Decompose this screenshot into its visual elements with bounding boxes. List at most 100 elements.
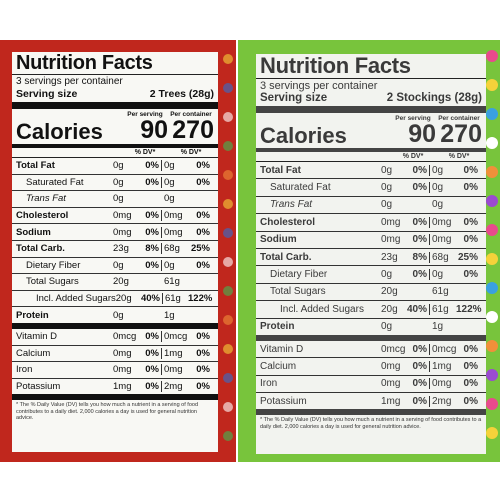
amount-per-serving: 0mg [113,210,132,222]
dv-per-serving: 0% [137,226,162,238]
amount-per-container: 1g [164,309,175,321]
amount-per-container: 0mcg [164,331,188,343]
nutrient-row: Total Fat 0g 0% 0g 0% [12,158,218,175]
amount-per-serving: 23g [381,251,398,263]
candy-decoration [486,398,498,410]
column-headers: Per serving Per container [12,109,218,118]
amount-per-container: 1mg [432,360,452,372]
dv-per-container: 0% [463,269,478,281]
serving-size-label: Serving size [16,88,78,100]
nutrient-name: Potassium [16,381,61,393]
nutrient-name: Potassium [260,395,307,407]
nutrient-name: Total Sugars [270,286,326,298]
amount-per-serving: 0mg [113,364,132,376]
nutrient-row: Saturated Fat 0g 0% 0g 0% [256,179,486,197]
dv-per-serving: 0% [137,381,162,393]
footnote: * The % Daily Value (DV) tells you how m… [260,417,482,430]
candy-decoration [223,315,233,325]
dv-per-serving: 0% [405,378,430,390]
amount-per-serving: 0g [113,193,124,205]
left-package-photo: Nutrition Facts 3 servings per container S… [0,40,236,462]
dv-header-container: % DV* [180,149,202,156]
nutrient-name: Total Carb. [16,243,65,255]
amount-per-serving: 0mcg [381,343,406,355]
amount-per-serving: 0g [113,259,124,271]
nutrition-label-stockings: Nutrition Facts 3 servings per container S… [256,54,486,454]
nutrient-row: Dietary Fiber 0g 0% 0g 0% [256,266,486,284]
amount-per-container: 0g [164,259,175,271]
nutrient-name: Total Fat [260,164,301,176]
nutrient-row: Total Carb. 23g 8% 68g 25% [256,249,486,267]
dv-per-serving: 0% [137,259,162,271]
dv-per-container: 0% [463,234,478,246]
dv-per-container: 0% [196,226,210,238]
amount-per-container: 0mg [432,216,452,228]
candy-decoration [486,282,498,294]
per-serving-header: Per serving [395,115,431,122]
amount-per-container: 2mg [164,381,183,393]
nutrient-name: Calcium [16,347,51,359]
candy-decoration [223,344,233,354]
nutrient-row: Vitamin D 0mcg 0% 0mcg 0% [12,329,218,346]
nutrient-name: Cholesterol [260,216,316,228]
nutrient-name: Total Sugars [26,276,79,288]
nutrient-row: Protein 0g 1g [256,319,486,341]
serving-size-value: 2 Stockings (28g) [386,92,482,104]
amount-per-container: 0g [432,269,444,281]
dv-per-container: 0% [463,395,478,407]
candy-decoration [223,112,233,122]
amount-per-container: 0mg [164,226,183,238]
candy-decoration [223,286,233,296]
candy-decoration [223,228,233,238]
dv-per-serving: 40% [405,303,430,315]
dv-per-container: 25% [190,243,210,255]
nutrient-name: Total Carb. [260,251,312,263]
nutrient-name: Vitamin D [260,343,304,355]
amount-per-serving: 0g [381,199,393,211]
nutrient-row: Total Sugars 20g 61g [256,284,486,302]
nutrient-name: Iron [260,378,278,390]
amount-per-serving: 0mg [381,360,401,372]
dv-per-serving: 0% [137,364,162,376]
dv-per-serving: 0% [137,331,162,343]
nutrition-label-trees: Nutrition Facts 3 servings per container S… [12,52,218,452]
amount-per-serving: 1mg [381,395,401,407]
nutrient-row: Dietary Fiber 0g 0% 0g 0% [12,258,218,275]
dv-per-serving: 0% [405,360,430,372]
nutrient-name: Incl. Added Sugars [280,303,364,315]
candy-decoration [223,170,233,180]
dv-per-container: 122% [456,303,482,315]
candy-decoration [223,141,233,151]
calories-per-serving: 90 [140,116,168,144]
amount-per-container: 0mg [164,364,183,376]
candy-decoration [486,224,498,236]
servings-per-container: 3 servings per container [260,80,378,92]
amount-per-container: 0mcg [432,343,457,355]
label-title: Nutrition Facts [12,52,218,75]
nutrient-name: Incl. Added Sugars [36,293,116,305]
amount-per-serving: 20g [381,303,398,315]
nutrient-name: Calcium [260,360,297,372]
candy-decoration [486,253,498,265]
dv-per-container: 0% [196,160,210,172]
amount-per-container: 61g [432,303,449,315]
amount-per-container: 0mg [164,210,183,222]
nutrient-row: Incl. Added Sugars 20g 40% 61g 122% [256,301,486,319]
nutrient-name: Total Fat [16,160,55,172]
candy-decoration [486,79,498,91]
nutrient-row: Protein 0g 1g [12,307,218,329]
amount-per-serving: 0g [113,309,124,321]
nutrient-row: Cholesterol 0mg 0% 0mg 0% [256,214,486,232]
amount-per-serving: 0g [113,160,124,172]
dv-header-serving: % DV* [134,149,156,156]
nutrient-name: Sodium [260,234,297,246]
nutrient-name: Protein [260,321,295,333]
calories-per-serving: 90 [408,120,436,148]
nutrient-name: Protein [16,309,49,321]
amount-per-serving: 20g [115,293,132,305]
footnote: * The % Daily Value (DV) tells you how m… [16,402,198,422]
candy-decoration [223,83,233,93]
calories-per-container: 270 [172,116,214,144]
nutrient-name: Trans Fat [270,199,313,211]
amount-per-serving: 0mg [381,216,401,228]
